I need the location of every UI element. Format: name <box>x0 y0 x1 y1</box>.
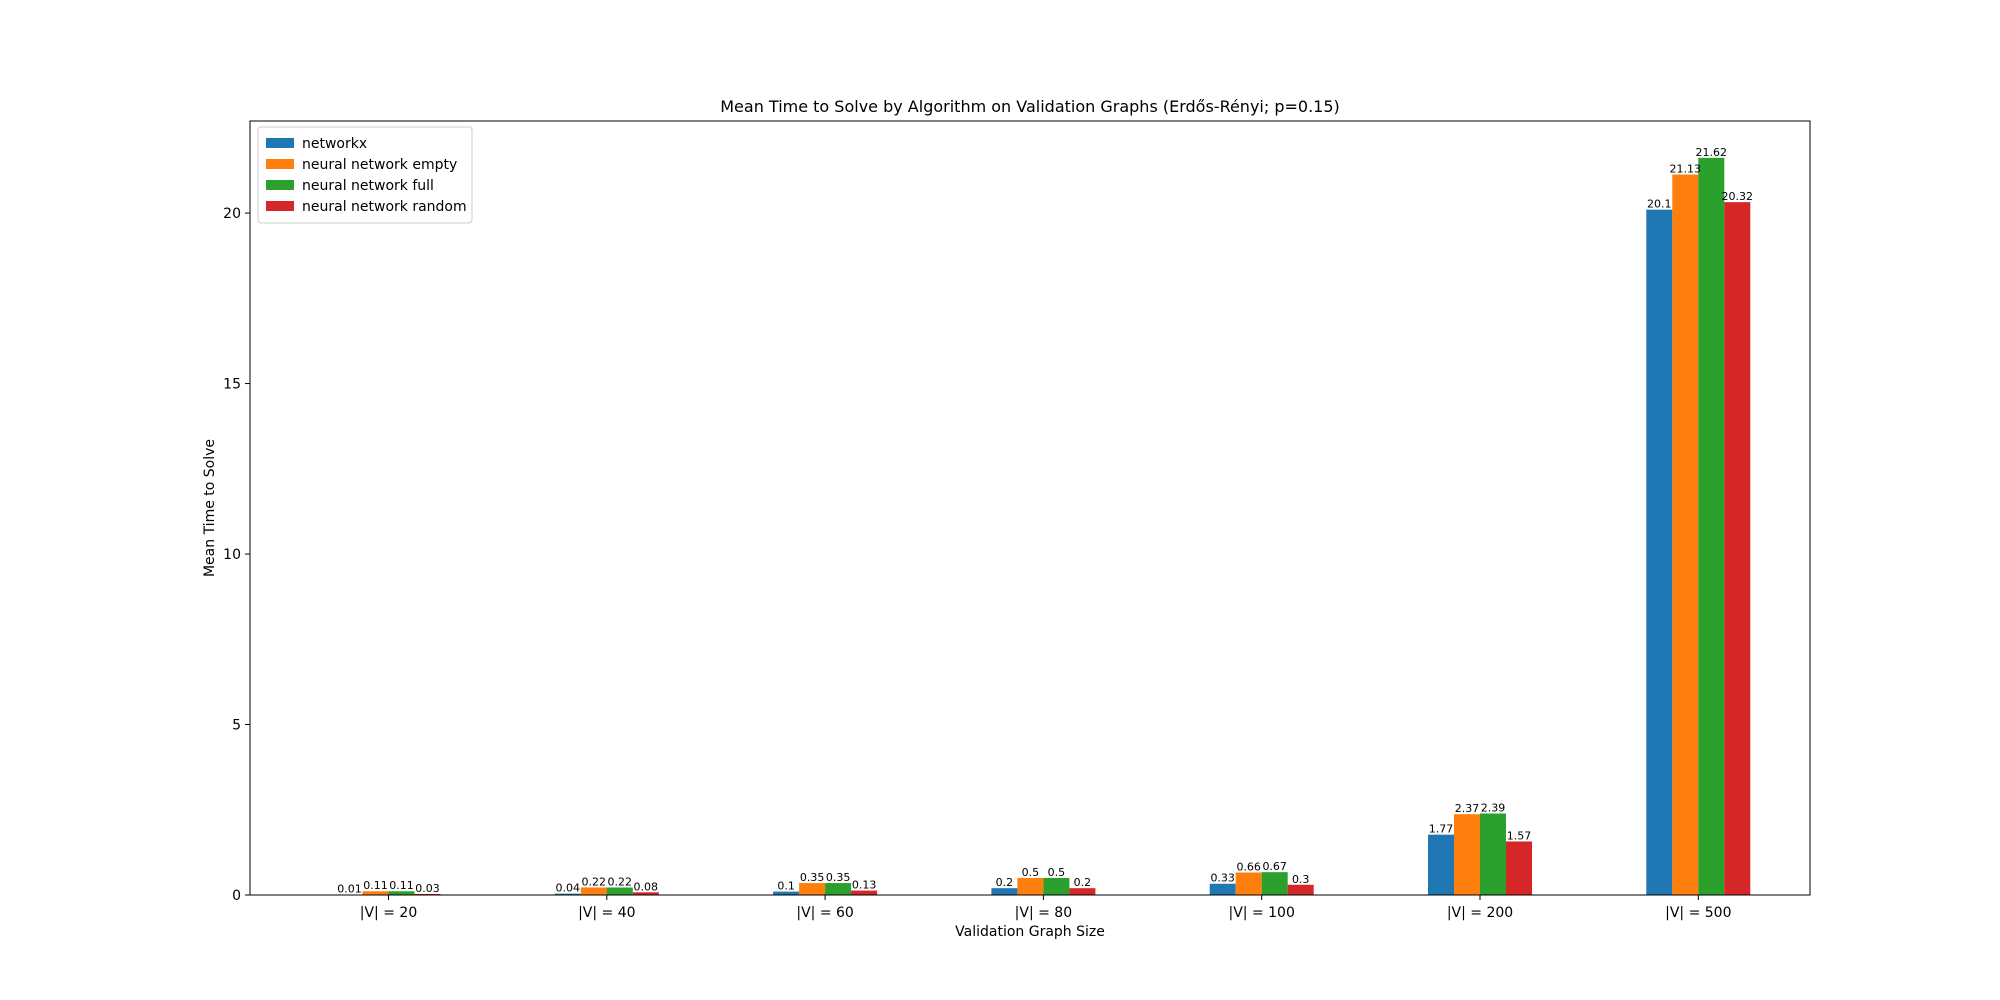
y-axis: 0 5 10 15 20 <box>223 206 250 904</box>
bar-neural-network-empty-4 <box>1017 877 1044 895</box>
y-tick-label: 10 <box>223 547 241 563</box>
bar-neural-network-full-5 <box>1261 872 1288 895</box>
legend-swatch <box>266 180 294 190</box>
bar-networkx-4 <box>991 888 1018 895</box>
data-label: 0.67 <box>1262 860 1287 873</box>
data-label: 0.11 <box>363 879 388 892</box>
bar-neural-network-empty-7 <box>1672 174 1699 895</box>
data-label: 0.3 <box>1292 873 1310 886</box>
x-axis-label: Validation Graph Size <box>955 924 1105 940</box>
x-tick-label: |V| = 100 <box>1229 905 1295 921</box>
x-axis: |V| = 20 |V| = 40 |V| = 60 |V| = 80 |V| = 10… <box>360 895 1731 921</box>
bar-neural-network-empty-1 <box>362 891 389 895</box>
legend-label: neural network full <box>302 178 434 194</box>
bars-layer <box>336 157 1751 896</box>
bar-neural-network-random-4 <box>1069 888 1096 895</box>
data-label: 0.08 <box>634 880 659 893</box>
y-tick-label: 0 <box>232 888 241 904</box>
data-label: 0.2 <box>1074 876 1092 889</box>
bar-neural-network-full-3 <box>825 883 852 895</box>
data-label: 20.32 <box>1722 190 1754 203</box>
chart-title: Mean Time to Solve by Algorithm on Valid… <box>720 97 1340 116</box>
x-tick-label: |V| = 80 <box>1015 905 1072 921</box>
y-tick-label: 15 <box>223 377 241 393</box>
bar-neural-network-random-2 <box>632 892 659 895</box>
x-tick-label: |V| = 60 <box>796 905 853 921</box>
data-label: 0.01 <box>337 883 362 896</box>
data-label: 0.22 <box>582 875 607 888</box>
bar-networkx-2 <box>554 893 581 895</box>
data-label: 0.5 <box>1048 866 1066 879</box>
data-label: 0.5 <box>1022 866 1040 879</box>
plot-frame <box>249 120 1811 896</box>
x-tick-label: |V| = 500 <box>1665 905 1731 921</box>
bar-neural-network-full-1 <box>388 891 415 895</box>
data-label: 1.57 <box>1507 829 1532 842</box>
data-label: 20.1 <box>1647 198 1672 211</box>
bar-neural-network-random-1 <box>414 893 441 895</box>
data-label: 0.13 <box>852 879 877 892</box>
data-label: 0.66 <box>1236 860 1261 873</box>
x-tick-label: |V| = 20 <box>360 905 417 921</box>
bar-neural-network-full-6 <box>1480 813 1506 895</box>
bar-networkx-3 <box>773 891 800 895</box>
legend-swatch <box>266 138 294 148</box>
data-label: 21.62 <box>1696 146 1728 159</box>
data-label: 1.77 <box>1429 823 1454 836</box>
bar-neural-network-empty-6 <box>1454 814 1480 895</box>
bar-neural-network-random-3 <box>851 890 878 895</box>
data-label: 21.13 <box>1670 163 1702 176</box>
bar-networkx-6 <box>1428 834 1454 895</box>
legend-label: neural network empty <box>302 157 457 173</box>
data-label: 0.1 <box>777 880 795 893</box>
bar-neural-network-full-4 <box>1043 877 1070 895</box>
legend-label: neural network random <box>302 199 467 215</box>
x-tick-label: |V| = 200 <box>1447 905 1513 921</box>
legend: networkx neural network empty neural netwo… <box>257 126 473 224</box>
bar-networkx-7 <box>1646 209 1673 895</box>
bar-neural-network-empty-2 <box>580 887 607 895</box>
x-tick-label: |V| = 40 <box>578 905 635 921</box>
data-label: 0.2 <box>996 876 1014 889</box>
data-label: 2.39 <box>1481 802 1506 815</box>
data-label: 2.37 <box>1455 802 1480 815</box>
bar-neural-network-empty-3 <box>799 883 826 895</box>
bar-neural-network-random-5 <box>1287 884 1314 895</box>
bar-neural-network-random-6 <box>1506 841 1532 895</box>
legend-label: networkx <box>302 136 367 152</box>
legend-swatch <box>266 159 294 169</box>
data-label: 0.35 <box>800 871 825 884</box>
y-tick-label: 20 <box>223 206 241 222</box>
data-label: 0.03 <box>415 882 440 895</box>
bar-neural-network-empty-5 <box>1235 872 1262 895</box>
bar-neural-network-full-2 <box>606 887 633 895</box>
data-label: 0.04 <box>556 882 581 895</box>
bar-neural-network-random-7 <box>1724 202 1751 896</box>
bar-networkx-5 <box>1209 883 1236 895</box>
data-label: 0.35 <box>826 871 851 884</box>
y-tick-label: 5 <box>232 718 241 734</box>
legend-box <box>257 126 473 224</box>
data-label: 0.33 <box>1210 872 1235 885</box>
y-axis-label: Mean Time to Solve <box>202 439 218 577</box>
value-labels-layer: 0.01 0.11 0.11 0.03 0.04 0.22 0.22 0.08 0.10.35 0… <box>337 146 1753 896</box>
bar-neural-network-full-7 <box>1698 157 1725 895</box>
data-label: 0.22 <box>608 875 633 888</box>
data-label: 0.11 <box>389 879 414 892</box>
legend-swatch <box>266 201 294 211</box>
